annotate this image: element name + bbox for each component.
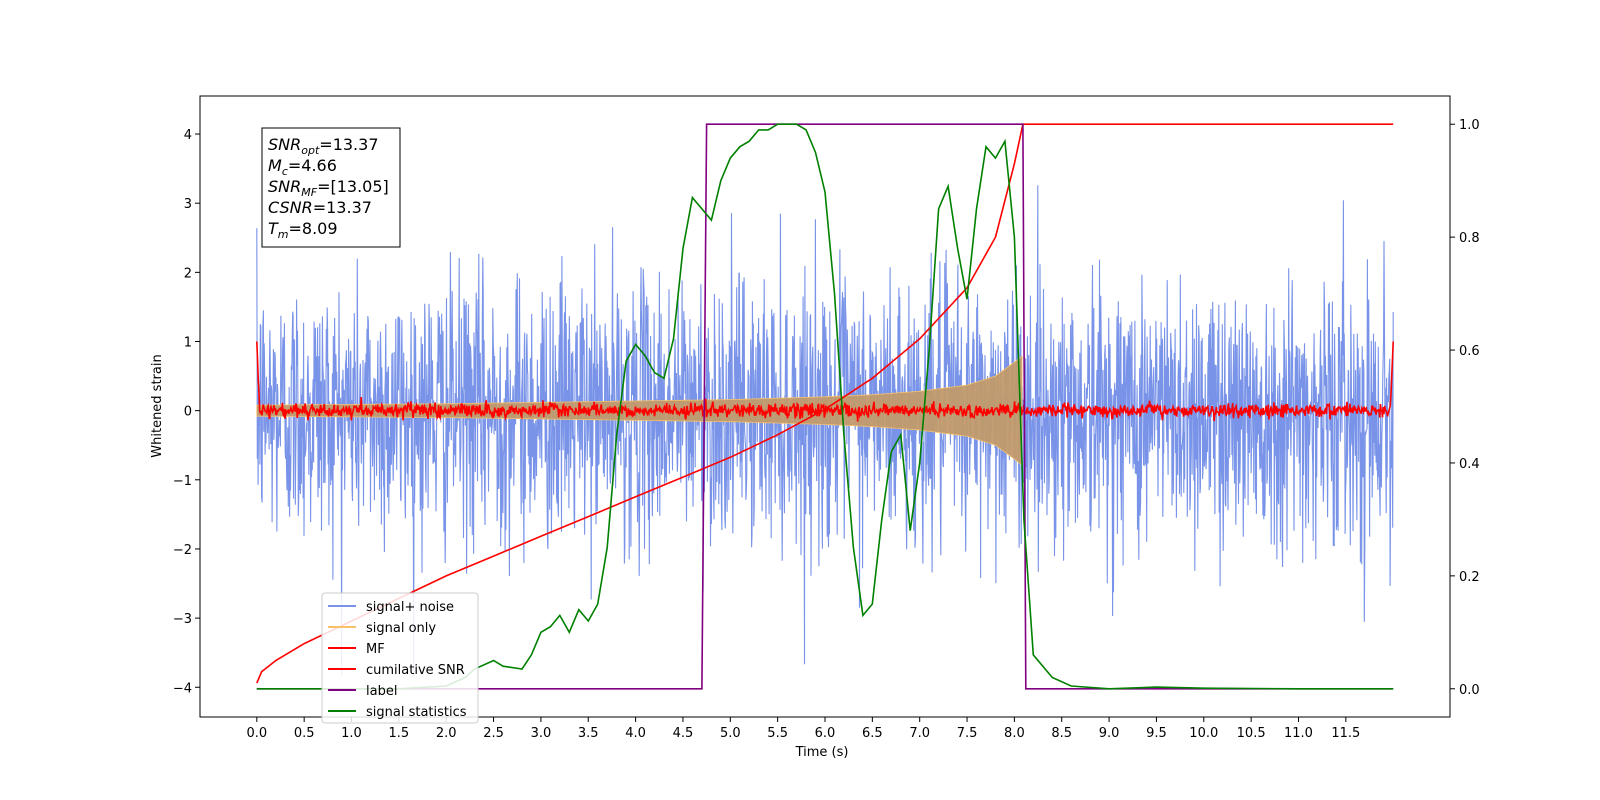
x-tick-label: 9.0 xyxy=(1099,726,1120,741)
signal-statistics-line xyxy=(256,123,1394,690)
y-axis-right-ticks: 1.0 0.8 0.6 0.4 0.2 0.0 xyxy=(1450,118,1480,698)
y-left-tick-label: 1 xyxy=(184,335,192,350)
x-tick-label: 4.5 xyxy=(673,726,694,741)
y-right-tick-label: 0.6 xyxy=(1459,344,1480,359)
info-box-line: Tm=8.09 xyxy=(268,219,338,241)
signal-noise-series xyxy=(256,185,1394,677)
x-tick-label: 2.5 xyxy=(483,726,504,741)
legend-frame xyxy=(321,592,479,724)
y-right-tick-label: 0.8 xyxy=(1459,231,1480,246)
x-tick-label: 2.0 xyxy=(436,726,457,741)
x-tick-label: 1.5 xyxy=(389,726,410,741)
info-box-line: SNRopt=13.37 xyxy=(268,135,379,157)
legend-label: signal+ noise xyxy=(366,600,454,615)
signal-noise-line xyxy=(256,185,1394,677)
x-tick-label: 7.0 xyxy=(909,726,930,741)
legend-label: label xyxy=(366,684,397,699)
x-tick-label: 10.5 xyxy=(1237,726,1266,741)
y-left-tick-label: 4 xyxy=(184,128,192,143)
x-tick-label: 5.0 xyxy=(720,726,741,741)
info-box-line: Mc=4.66 xyxy=(268,156,337,178)
info-box-line: SNRMF=[13.05] xyxy=(268,177,389,199)
mf-series xyxy=(256,341,1394,422)
x-axis-label: Time (s) xyxy=(795,745,849,760)
info-box-line: CSNR=13.37 xyxy=(268,198,372,217)
legend-label: MF xyxy=(366,642,385,657)
x-tick-label: 5.5 xyxy=(767,726,788,741)
y-axis-left-ticks: 4 3 2 1 0 −1 −2 −3 −4 xyxy=(173,128,200,696)
y-left-tick-label: −1 xyxy=(173,474,192,489)
y-left-tick-label: 2 xyxy=(184,266,192,281)
info-box-frame xyxy=(261,127,401,248)
x-tick-label: 3.5 xyxy=(578,726,599,741)
x-tick-label: 4.0 xyxy=(625,726,646,741)
x-axis-ticks: 0.0 0.5 1.0 1.5 2.0 2.5 3.0 3.5 4.0 4.5 5.0 5.5 6.0 6… xyxy=(246,717,1360,741)
x-tick-label: 10.0 xyxy=(1189,726,1218,741)
x-tick-label: 11.0 xyxy=(1284,726,1313,741)
y-right-tick-label: 0.2 xyxy=(1459,570,1480,585)
legend-label: cumilative SNR xyxy=(366,663,465,678)
x-tick-label: 11.5 xyxy=(1331,726,1360,741)
x-tick-label: 0.5 xyxy=(294,726,315,741)
x-tick-label: 9.5 xyxy=(1146,726,1167,741)
legend-label: signal statistics xyxy=(366,705,467,720)
y-right-tick-label: 0.0 xyxy=(1459,683,1480,698)
label-line xyxy=(256,123,1394,690)
x-tick-label: 6.5 xyxy=(862,726,883,741)
info-box: SNRopt=13.37Mc=4.66SNRMF=[13.05]CSNR=13.… xyxy=(261,127,401,248)
y-right-tick-label: 1.0 xyxy=(1459,118,1480,133)
y-left-tick-label: −3 xyxy=(173,612,192,627)
y-right-tick-label: 0.4 xyxy=(1459,457,1480,472)
y-left-tick-label: 0 xyxy=(184,405,192,420)
y-left-tick-label: −4 xyxy=(173,681,192,696)
legend-label: signal only xyxy=(366,621,436,636)
y-left-tick-label: −2 xyxy=(173,543,192,558)
x-tick-label: 8.0 xyxy=(1004,726,1025,741)
x-tick-label: 6.0 xyxy=(815,726,836,741)
mf-line xyxy=(256,341,1394,422)
x-tick-label: 3.0 xyxy=(531,726,552,741)
y-left-tick-label: 3 xyxy=(184,197,192,212)
y-axis-label: Whitened strain xyxy=(150,354,165,457)
legend: signal+ noise signal only MF cumilative SNR… xyxy=(321,592,479,724)
x-tick-label: 8.5 xyxy=(1051,726,1072,741)
x-tick-label: 7.5 xyxy=(957,726,978,741)
x-tick-label: 1.0 xyxy=(341,726,362,741)
x-tick-label: 0.0 xyxy=(246,726,267,741)
